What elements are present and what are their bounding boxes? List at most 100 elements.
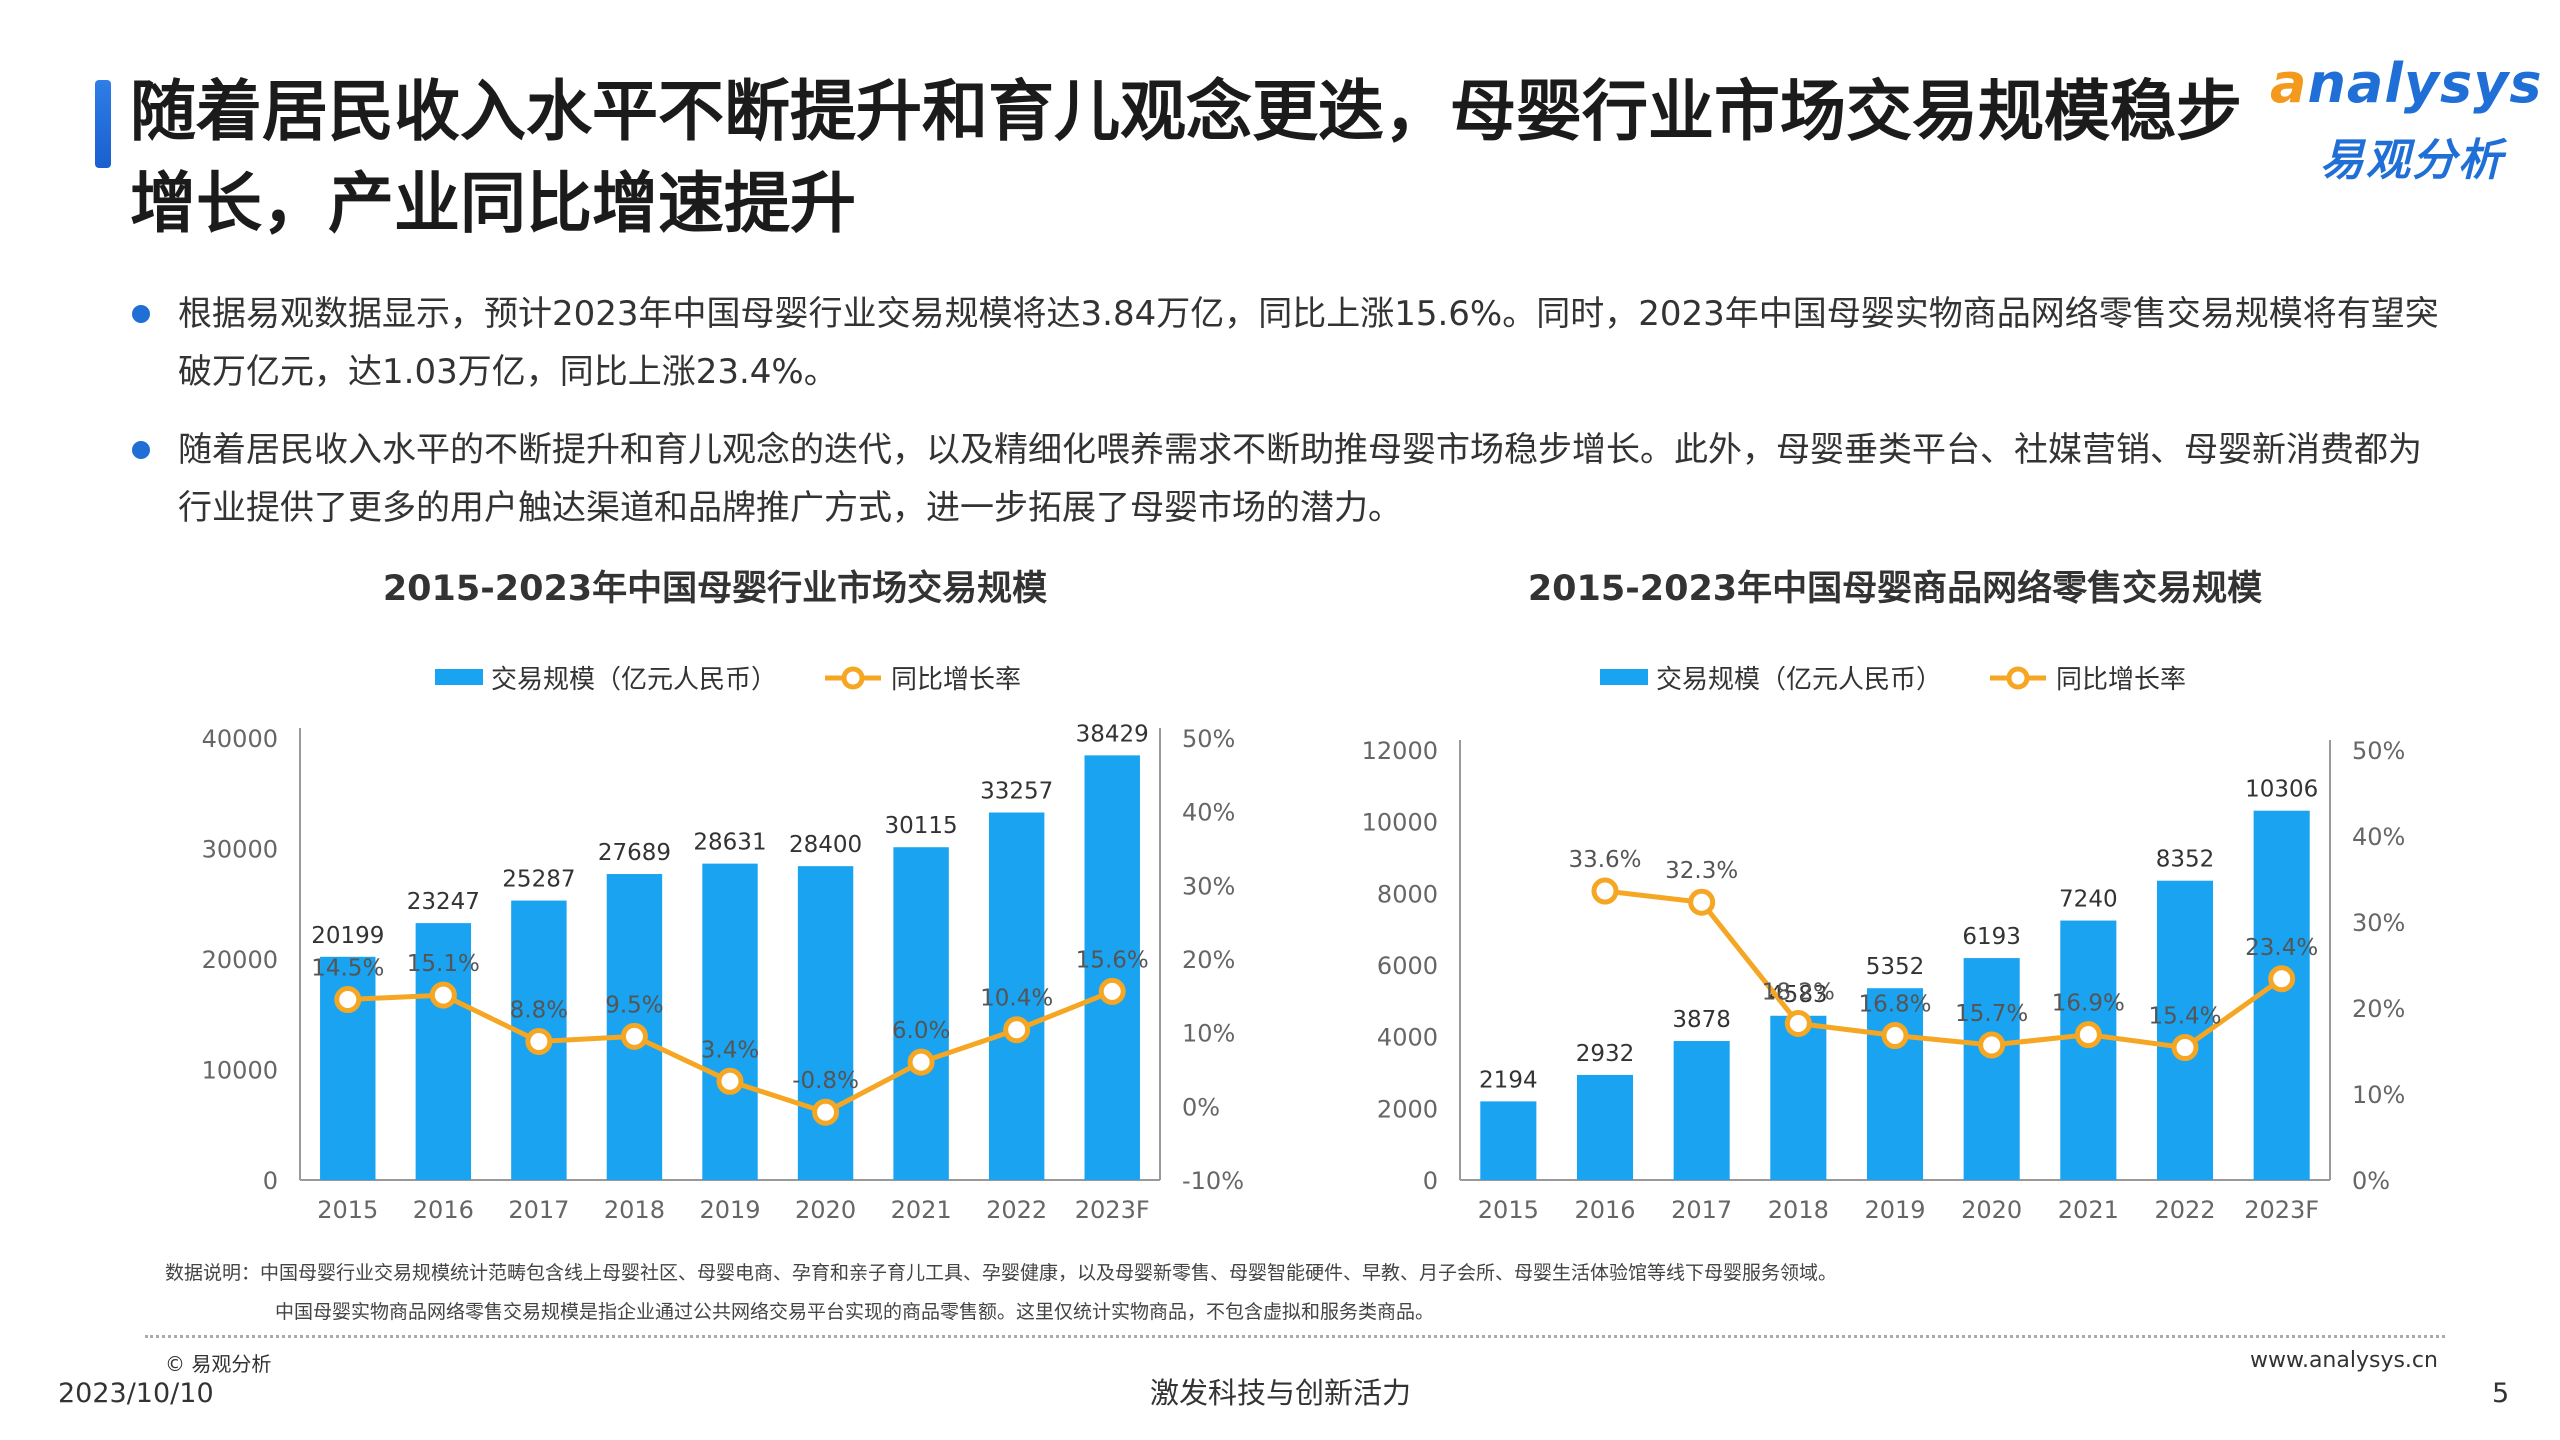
bar xyxy=(1963,958,2020,1180)
footer-page-number: 5 xyxy=(2492,1378,2510,1409)
y2-tick-label: 10% xyxy=(1182,1020,1235,1048)
chart-title: 2015-2023年中国母婴行业市场交易规模 xyxy=(382,569,1048,609)
chart-svg: 交易规模（亿元人民币） 同比增长率 12000 10000 8000 6000 4000 20… xyxy=(1362,665,2406,1220)
data-note-label: 数据说明： xyxy=(165,1262,261,1284)
y-tick-label: 0 xyxy=(263,1167,278,1195)
growth-rate-label: 15.7% xyxy=(1955,1001,2028,1027)
growth-rate-point xyxy=(620,1022,648,1050)
growth-rate-point xyxy=(1098,977,1126,1005)
x-tick-label: 2016 xyxy=(413,1196,474,1220)
growth-rate-point xyxy=(525,1028,553,1056)
growth-rate-point xyxy=(812,1098,840,1126)
bullet-text: 随着居民收入水平的不断提升和育儿观念的迭代，以及精细化喂养需求不断助推母婴市场稳… xyxy=(178,430,2422,528)
bullet-item: 根据易观数据显示，预计2023年中国母婴行业交易规模将达3.84万亿，同比上涨1… xyxy=(130,285,2450,401)
y-tick-label: 10000 xyxy=(202,1057,278,1085)
y2-tick-label: 0% xyxy=(1182,1093,1220,1121)
legend-label: 同比增长率 xyxy=(2056,665,2186,695)
chart-online-retail: 2015-2023年中国母婴商品网络零售交易规模 交易规模（亿元人民币） 同比增长… xyxy=(1330,560,2460,1230)
growth-rate-label: 3.4% xyxy=(701,1037,759,1063)
x-tick-label: 2015 xyxy=(1478,1196,1539,1220)
data-note-2: 中国母婴实物商品网络零售交易规模是指企业通过公共网络交易平台实现的商品零售额。这… xyxy=(275,1297,2525,1324)
x-tick-label: 2018 xyxy=(1768,1196,1829,1220)
growth-rate-label: 6.0% xyxy=(892,1018,950,1044)
x-tick-label: 2018 xyxy=(604,1196,665,1220)
bar-value-label: 8352 xyxy=(2156,847,2215,873)
chart-title: 2015-2023年中国母婴商品网络零售交易规模 xyxy=(1527,569,2263,609)
x-tick-label: 2019 xyxy=(1864,1196,1925,1220)
bar xyxy=(988,812,1045,1180)
growth-rate-label: 32.3% xyxy=(1665,858,1738,884)
x-tick-label: 2020 xyxy=(1961,1196,2022,1220)
bar-value-label: 23247 xyxy=(407,889,480,915)
x-tick-label: 2021 xyxy=(891,1196,952,1220)
y2-tick-label: 50% xyxy=(1182,725,1235,753)
x-tick-label: 2019 xyxy=(699,1196,760,1220)
growth-rate-point xyxy=(716,1067,744,1095)
x-tick-label: 2015 xyxy=(317,1196,378,1220)
bar xyxy=(893,847,949,1180)
bar-value-label: 30115 xyxy=(885,813,958,839)
x-tick-label: 2017 xyxy=(1671,1196,1732,1220)
y2-tick-label: -10% xyxy=(1182,1167,1244,1195)
y2-tick-label: 40% xyxy=(1182,799,1235,827)
legend-label: 交易规模（亿元人民币） xyxy=(1656,665,1942,695)
bar xyxy=(2156,880,2214,1180)
growth-rate-point xyxy=(1978,1031,2006,1059)
x-tick-label: 2022 xyxy=(986,1196,1047,1220)
growth-rate-label: 16.9% xyxy=(2052,991,2125,1017)
growth-rate-point xyxy=(907,1048,935,1076)
chart-industry-market: 2015-2023年中国母婴行业市场交易规模 交易规模（亿元人民币） 同比增长率 4… xyxy=(150,560,1280,1230)
bar-value-label: 3878 xyxy=(1672,1007,1731,1033)
growth-rate-point xyxy=(1784,1009,1812,1037)
bar-value-label: 2932 xyxy=(1576,1041,1635,1067)
legend-line-marker xyxy=(841,666,865,690)
bullet-text: 根据易观数据显示，预计2023年中国母婴行业交易规模将达3.84万亿，同比上涨1… xyxy=(178,294,2439,392)
growth-rate-point xyxy=(1591,877,1619,905)
growth-rate-label: 33.6% xyxy=(1568,847,1641,873)
title-accent-bar xyxy=(95,80,111,168)
bar xyxy=(797,866,854,1180)
footer-copyright: © 易观分析 xyxy=(165,1352,272,1376)
logo-english: analysys xyxy=(2270,52,2543,115)
x-tick-label: 2023F xyxy=(2244,1196,2319,1220)
growth-rate-label: 15.4% xyxy=(2148,1004,2221,1030)
data-note-1: 数据说明：中国母婴行业交易规模统计范畴包含线上母婴社区、母婴电商、孕育和亲子育儿… xyxy=(165,1258,2415,1285)
bar xyxy=(1480,1101,1537,1180)
analysys-logo: analysys 易观分析 xyxy=(2270,52,2543,202)
growth-rate-label: 10.4% xyxy=(980,986,1053,1012)
y-tick-label: 12000 xyxy=(1362,737,1438,765)
bullet-dot-icon xyxy=(132,441,150,459)
footer-website: www.analysys.cn xyxy=(2250,1348,2438,1373)
x-tick-label: 2020 xyxy=(795,1196,856,1220)
logo-chinese: 易观分析 xyxy=(2320,135,2504,186)
y2-tick-label: 40% xyxy=(2352,823,2405,851)
y2-tick-label: 30% xyxy=(1182,872,1235,900)
y2-tick-label: 10% xyxy=(2352,1081,2405,1109)
bar xyxy=(1673,1041,1730,1180)
chart-svg: 交易规模（亿元人民币） 同比增长率 40000 30000 20000 10000 0 50%… xyxy=(202,665,1244,1220)
growth-rate-label: 8.8% xyxy=(510,998,568,1024)
growth-rate-label: 23.4% xyxy=(2245,935,2318,961)
x-tick-label: 2021 xyxy=(2058,1196,2119,1220)
y2-tick-label: 0% xyxy=(2352,1167,2390,1195)
x-tick-label: 2023F xyxy=(1075,1196,1150,1220)
growth-rate-point xyxy=(1003,1016,1031,1044)
bar-value-label: 10306 xyxy=(2245,777,2318,803)
growth-rate-point xyxy=(2268,965,2296,993)
bar xyxy=(1576,1074,1634,1180)
y-tick-label: 30000 xyxy=(202,836,278,864)
y-tick-label: 8000 xyxy=(1377,880,1438,908)
bar-value-label: 6193 xyxy=(1962,924,2021,950)
y-tick-label: 10000 xyxy=(1362,809,1438,837)
bar-value-label: 28631 xyxy=(693,830,766,856)
page-title: 随着居民收入水平不断提升和育儿观念更迭，母婴行业市场交易规模稳步增长，产业同比增… xyxy=(130,73,2242,242)
growth-rate-label: 9.5% xyxy=(605,992,663,1018)
legend-label: 同比增长率 xyxy=(891,665,1021,695)
growth-rate-line xyxy=(1604,888,2284,1051)
bar xyxy=(2060,920,2117,1180)
x-tick-label: 2022 xyxy=(2154,1196,2215,1220)
growth-rate-label: 15.1% xyxy=(407,951,480,977)
growth-rate-label: 14.5% xyxy=(311,956,384,982)
bullet-dot-icon xyxy=(132,305,150,323)
bar-value-label: 4583 xyxy=(1769,982,1828,1008)
